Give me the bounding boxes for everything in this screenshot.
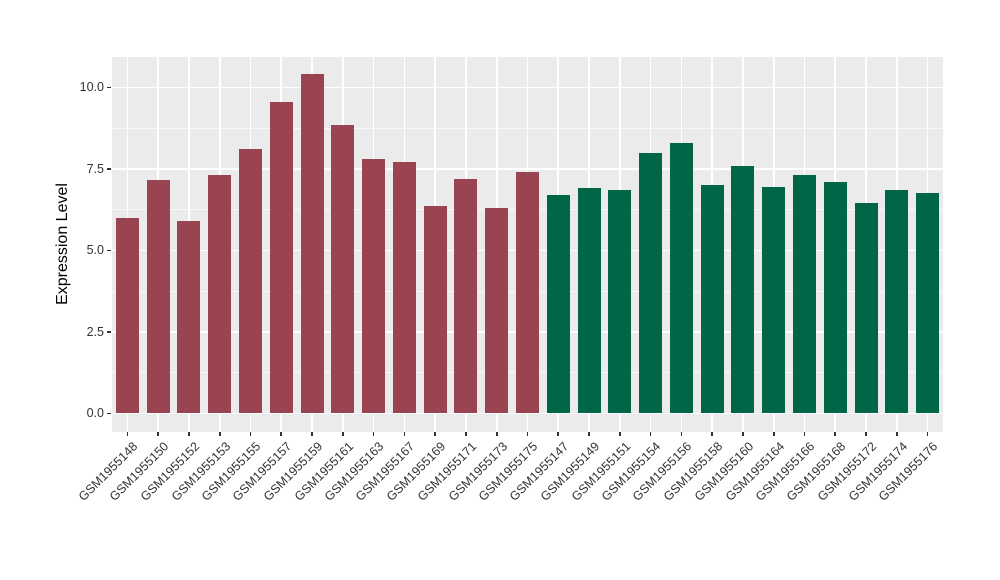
x-axis-tick: [465, 432, 467, 436]
x-axis-tick: [372, 432, 375, 436]
x-axis-tick: [926, 432, 929, 436]
y-tick-label: 2.5: [86, 324, 104, 339]
x-axis-tick: [526, 432, 529, 436]
x-axis-tick: [126, 432, 129, 436]
bar: [362, 159, 386, 414]
bar: [854, 203, 878, 414]
bar: [608, 190, 632, 414]
bar: [793, 175, 816, 414]
x-axis-tick: [896, 432, 898, 436]
x-axis-tick: [865, 432, 867, 436]
x-axis-tick: [311, 432, 313, 436]
y-tick-label: 5.0: [86, 243, 104, 258]
x-axis-tick: [772, 432, 775, 436]
bar: [485, 208, 509, 414]
bar: [331, 124, 355, 414]
x-axis-tick: [803, 432, 806, 436]
bar: [146, 180, 170, 414]
x-axis-tick: [157, 432, 159, 436]
bar: [823, 181, 847, 414]
x-axis-tick: [680, 432, 683, 436]
x-axis-tick: [218, 432, 221, 436]
y-tick-label: 0.0: [86, 406, 104, 421]
bar: [454, 178, 478, 414]
y-tick-label: 10.0: [79, 80, 104, 95]
y-axis-tick: [107, 249, 111, 252]
y-axis-tick: [107, 168, 111, 170]
x-axis-tick: [619, 432, 621, 436]
bar: [115, 217, 139, 414]
bar: [300, 74, 324, 414]
x-axis-tick: [403, 432, 406, 436]
bar: [731, 165, 755, 414]
x-axis-tick: [188, 432, 190, 436]
bar: [423, 206, 447, 414]
y-axis-tick: [107, 86, 111, 89]
x-axis-tick: [495, 432, 498, 436]
bar: [639, 152, 663, 414]
bar: [239, 149, 262, 414]
x-axis-tick: [649, 432, 652, 436]
bar: [546, 195, 570, 414]
bar: [177, 221, 201, 414]
x-axis-tick: [711, 432, 713, 436]
bar: [208, 175, 232, 414]
bar: [269, 102, 293, 414]
plot-panel: [112, 57, 943, 432]
x-axis-tick: [742, 432, 744, 436]
x-axis-tick: [588, 432, 590, 436]
x-axis-tick: [249, 432, 252, 436]
x-axis-tick: [834, 432, 837, 436]
bar: [392, 162, 416, 414]
bar: [700, 185, 724, 414]
bar: [577, 188, 601, 414]
x-axis-tick: [280, 432, 283, 436]
y-axis-tick: [107, 412, 111, 415]
bar: [516, 172, 539, 414]
x-axis-tick: [434, 432, 436, 436]
bar: [916, 193, 940, 414]
x-axis-tick: [557, 432, 560, 436]
y-tick-label: 7.5: [86, 161, 104, 176]
y-axis-tick: [107, 331, 111, 333]
x-axis-tick: [342, 432, 344, 436]
bar: [762, 186, 786, 414]
bar: [669, 142, 693, 414]
bar: [885, 190, 909, 414]
